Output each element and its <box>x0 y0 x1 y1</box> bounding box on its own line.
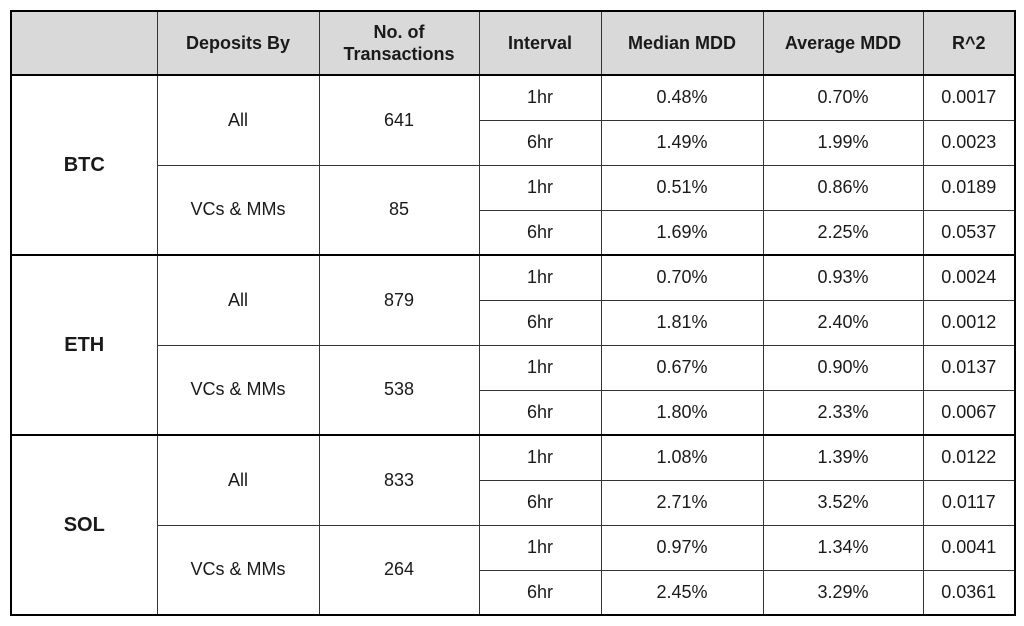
table-row: BTCAll6411hr0.48%0.70%0.0017 <box>11 75 1015 120</box>
median-cell: 0.97% <box>601 525 763 570</box>
r2-cell: 0.0041 <box>923 525 1015 570</box>
transactions-cell: 538 <box>319 345 479 435</box>
average-cell: 1.39% <box>763 435 923 480</box>
r2-cell: 0.0024 <box>923 255 1015 300</box>
table-row: VCs & MMs851hr0.51%0.86%0.0189 <box>11 165 1015 210</box>
table-row: ETHAll8791hr0.70%0.93%0.0024 <box>11 255 1015 300</box>
asset-cell: SOL <box>11 435 157 615</box>
interval-cell: 6hr <box>479 480 601 525</box>
transactions-cell: 264 <box>319 525 479 615</box>
interval-cell: 1hr <box>479 345 601 390</box>
r2-cell: 0.0023 <box>923 120 1015 165</box>
transactions-cell: 85 <box>319 165 479 255</box>
table-row: VCs & MMs5381hr0.67%0.90%0.0137 <box>11 345 1015 390</box>
mdd-table: Deposits By No. ofTransactions Interval … <box>10 10 1016 616</box>
median-cell: 0.51% <box>601 165 763 210</box>
median-cell: 2.45% <box>601 570 763 615</box>
interval-cell: 6hr <box>479 300 601 345</box>
average-cell: 1.99% <box>763 120 923 165</box>
median-cell: 1.08% <box>601 435 763 480</box>
average-cell: 2.40% <box>763 300 923 345</box>
median-cell: 0.48% <box>601 75 763 120</box>
table-row: VCs & MMs2641hr0.97%1.34%0.0041 <box>11 525 1015 570</box>
interval-cell: 1hr <box>479 525 601 570</box>
r2-cell: 0.0017 <box>923 75 1015 120</box>
header-row: Deposits By No. ofTransactions Interval … <box>11 11 1015 75</box>
average-cell: 0.90% <box>763 345 923 390</box>
col-average-mdd: Average MDD <box>763 11 923 75</box>
median-cell: 1.69% <box>601 210 763 255</box>
transactions-cell: 641 <box>319 75 479 165</box>
deposits-by-cell: VCs & MMs <box>157 345 319 435</box>
col-transactions: No. ofTransactions <box>319 11 479 75</box>
median-cell: 0.67% <box>601 345 763 390</box>
average-cell: 1.34% <box>763 525 923 570</box>
interval-cell: 1hr <box>479 75 601 120</box>
median-cell: 1.81% <box>601 300 763 345</box>
col-interval: Interval <box>479 11 601 75</box>
deposits-by-cell: All <box>157 435 319 525</box>
average-cell: 0.93% <box>763 255 923 300</box>
deposits-by-cell: All <box>157 75 319 165</box>
median-cell: 1.49% <box>601 120 763 165</box>
deposits-by-cell: All <box>157 255 319 345</box>
deposits-by-cell: VCs & MMs <box>157 525 319 615</box>
r2-cell: 0.0189 <box>923 165 1015 210</box>
interval-cell: 6hr <box>479 120 601 165</box>
r2-cell: 0.0067 <box>923 390 1015 435</box>
interval-cell: 6hr <box>479 570 601 615</box>
interval-cell: 1hr <box>479 435 601 480</box>
transactions-cell: 879 <box>319 255 479 345</box>
median-cell: 0.70% <box>601 255 763 300</box>
interval-cell: 1hr <box>479 165 601 210</box>
col-asset <box>11 11 157 75</box>
r2-cell: 0.0537 <box>923 210 1015 255</box>
col-deposits-by: Deposits By <box>157 11 319 75</box>
interval-cell: 6hr <box>479 390 601 435</box>
median-cell: 2.71% <box>601 480 763 525</box>
average-cell: 0.70% <box>763 75 923 120</box>
transactions-cell: 833 <box>319 435 479 525</box>
col-r2: R^2 <box>923 11 1015 75</box>
r2-cell: 0.0137 <box>923 345 1015 390</box>
average-cell: 3.52% <box>763 480 923 525</box>
average-cell: 0.86% <box>763 165 923 210</box>
r2-cell: 0.0117 <box>923 480 1015 525</box>
interval-cell: 6hr <box>479 210 601 255</box>
median-cell: 1.80% <box>601 390 763 435</box>
col-median-mdd: Median MDD <box>601 11 763 75</box>
r2-cell: 0.0012 <box>923 300 1015 345</box>
asset-cell: BTC <box>11 75 157 255</box>
deposits-by-cell: VCs & MMs <box>157 165 319 255</box>
r2-cell: 0.0361 <box>923 570 1015 615</box>
interval-cell: 1hr <box>479 255 601 300</box>
r2-cell: 0.0122 <box>923 435 1015 480</box>
average-cell: 2.25% <box>763 210 923 255</box>
average-cell: 3.29% <box>763 570 923 615</box>
table-row: SOLAll8331hr1.08%1.39%0.0122 <box>11 435 1015 480</box>
asset-cell: ETH <box>11 255 157 435</box>
average-cell: 2.33% <box>763 390 923 435</box>
